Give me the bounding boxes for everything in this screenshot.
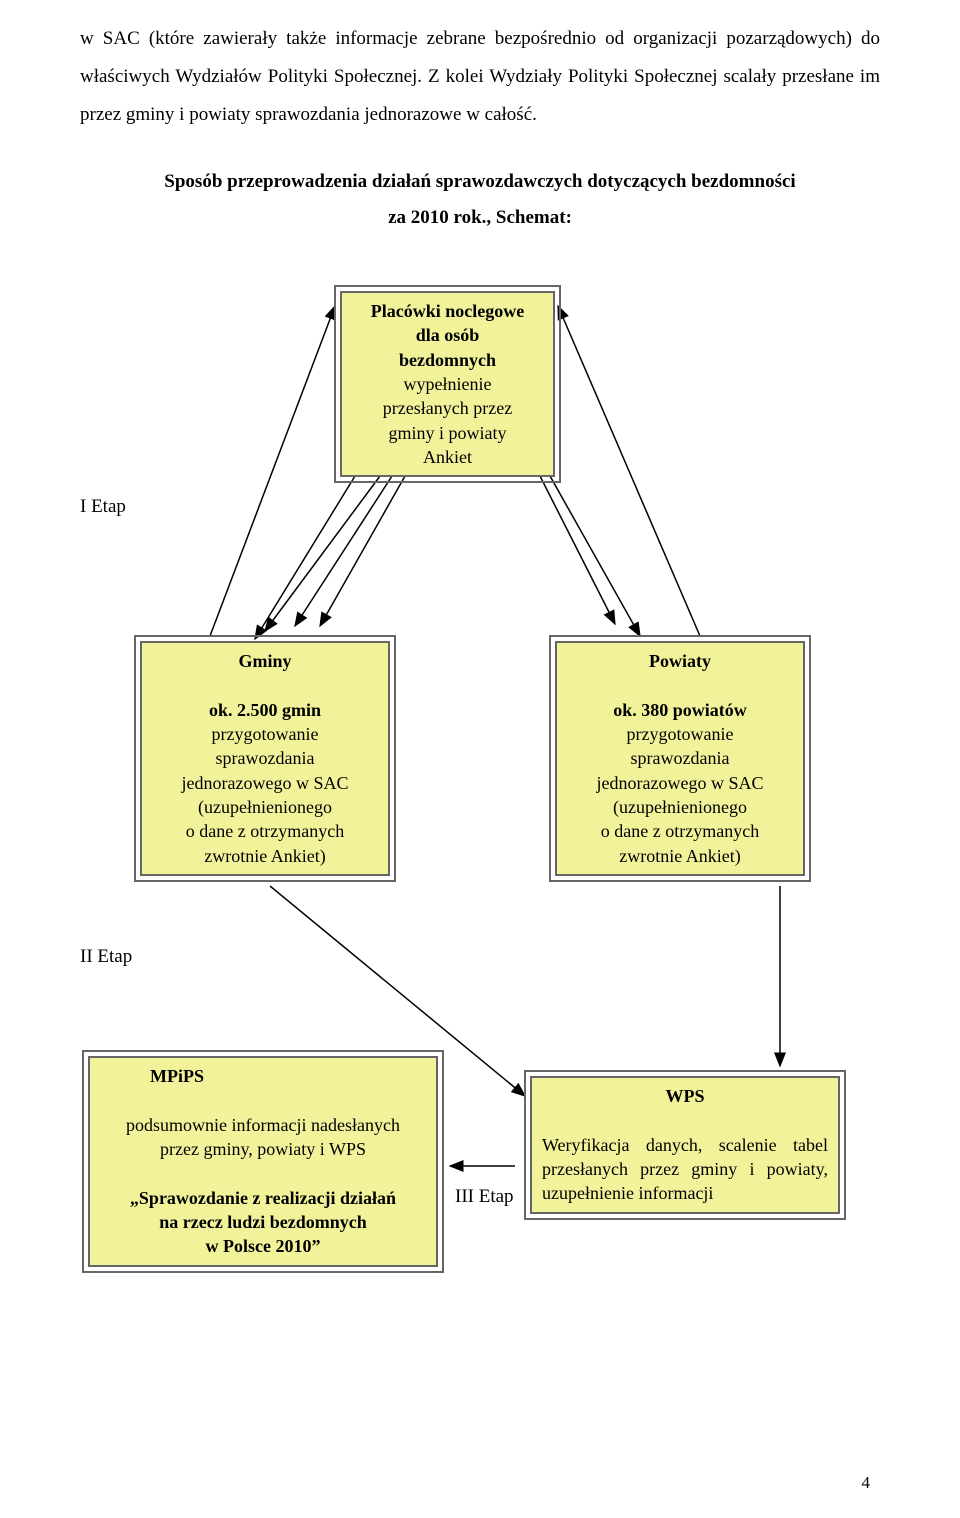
box-wps-l1: Weryfikacja danych, scalenie tabel przes… xyxy=(542,1135,828,1204)
box-placowki-l1: Placówki noclegowe xyxy=(371,301,524,321)
box-powiaty-l4: jednorazowego w SAC xyxy=(597,773,764,793)
intro-paragraph: w SAC (które zawierały także informacje … xyxy=(80,20,880,134)
box-placowki-l4: wypełnienie xyxy=(404,374,492,394)
box-powiaty-l3: sprawozdania xyxy=(631,748,730,768)
heading-line-2: za 2010 rok., Schemat: xyxy=(388,207,572,228)
box-mpips: MPiPS podsumownie informacji nadesłanych… xyxy=(88,1056,438,1266)
box-mpips-l4: na rzecz ludzi bezdomnych xyxy=(159,1212,366,1232)
box-placowki-l7: Ankiet xyxy=(423,447,472,467)
stage-2-label: II Etap xyxy=(80,946,132,968)
box-placowki-l5: przesłanych przez xyxy=(383,398,512,418)
box-wps-title: WPS xyxy=(665,1086,704,1106)
flow-diagram: Placówki noclegowe dla osób bezdomnych w… xyxy=(80,266,880,1346)
box-gminy-l7: zwrotnie Ankiet) xyxy=(204,846,325,866)
box-gminy-l3: sprawozdania xyxy=(216,748,315,768)
diagram-heading: Sposób przeprowadzenia działań sprawozda… xyxy=(80,164,880,236)
box-powiaty-l7: zwrotnie Ankiet) xyxy=(619,846,740,866)
box-powiaty-l1: ok. 380 powiatów xyxy=(613,700,747,720)
box-placowki-l6: gminy i powiaty xyxy=(389,423,507,443)
box-gminy-title: Gminy xyxy=(238,651,291,671)
box-placowki: Placówki noclegowe dla osób bezdomnych w… xyxy=(340,291,555,477)
box-mpips-l3: „Sprawozdanie z realizacji działań xyxy=(130,1188,396,1208)
box-gminy-l2: przygotowanie xyxy=(212,724,319,744)
box-gminy-l4: jednorazowego w SAC xyxy=(182,773,349,793)
box-gminy-l1: ok. 2.500 gmin xyxy=(209,700,321,720)
stage-1-label: I Etap xyxy=(80,496,126,518)
box-gminy-l6: o dane z otrzymanych xyxy=(186,821,344,841)
box-powiaty-l6: o dane z otrzymanych xyxy=(601,821,759,841)
stage-3-label: III Etap xyxy=(455,1186,514,1208)
page-number: 4 xyxy=(862,1473,871,1493)
box-powiaty-l2: przygotowanie xyxy=(627,724,734,744)
box-placowki-l2: dla osób xyxy=(416,325,480,345)
heading-line-1: Sposób przeprowadzenia działań sprawozda… xyxy=(164,171,795,192)
box-mpips-l5: w Polsce 2010” xyxy=(206,1236,321,1256)
box-mpips-l1: podsumownie informacji nadesłanych xyxy=(126,1115,400,1135)
box-gminy: Gminy ok. 2.500 gmin przygotowanie spraw… xyxy=(140,641,390,876)
box-powiaty: Powiaty ok. 380 powiatów przygotowanie s… xyxy=(555,641,805,876)
box-wps: WPS Weryfikacja danych, scalenie tabel p… xyxy=(530,1076,840,1213)
box-placowki-l3: bezdomnych xyxy=(399,350,496,370)
box-powiaty-l5: (uzupełnienionego xyxy=(613,797,747,817)
box-powiaty-title: Powiaty xyxy=(649,651,711,671)
box-gminy-l5: (uzupełnienionego xyxy=(198,797,332,817)
box-mpips-title: MPiPS xyxy=(150,1066,204,1086)
box-mpips-l2: przez gminy, powiaty i WPS xyxy=(160,1139,366,1159)
